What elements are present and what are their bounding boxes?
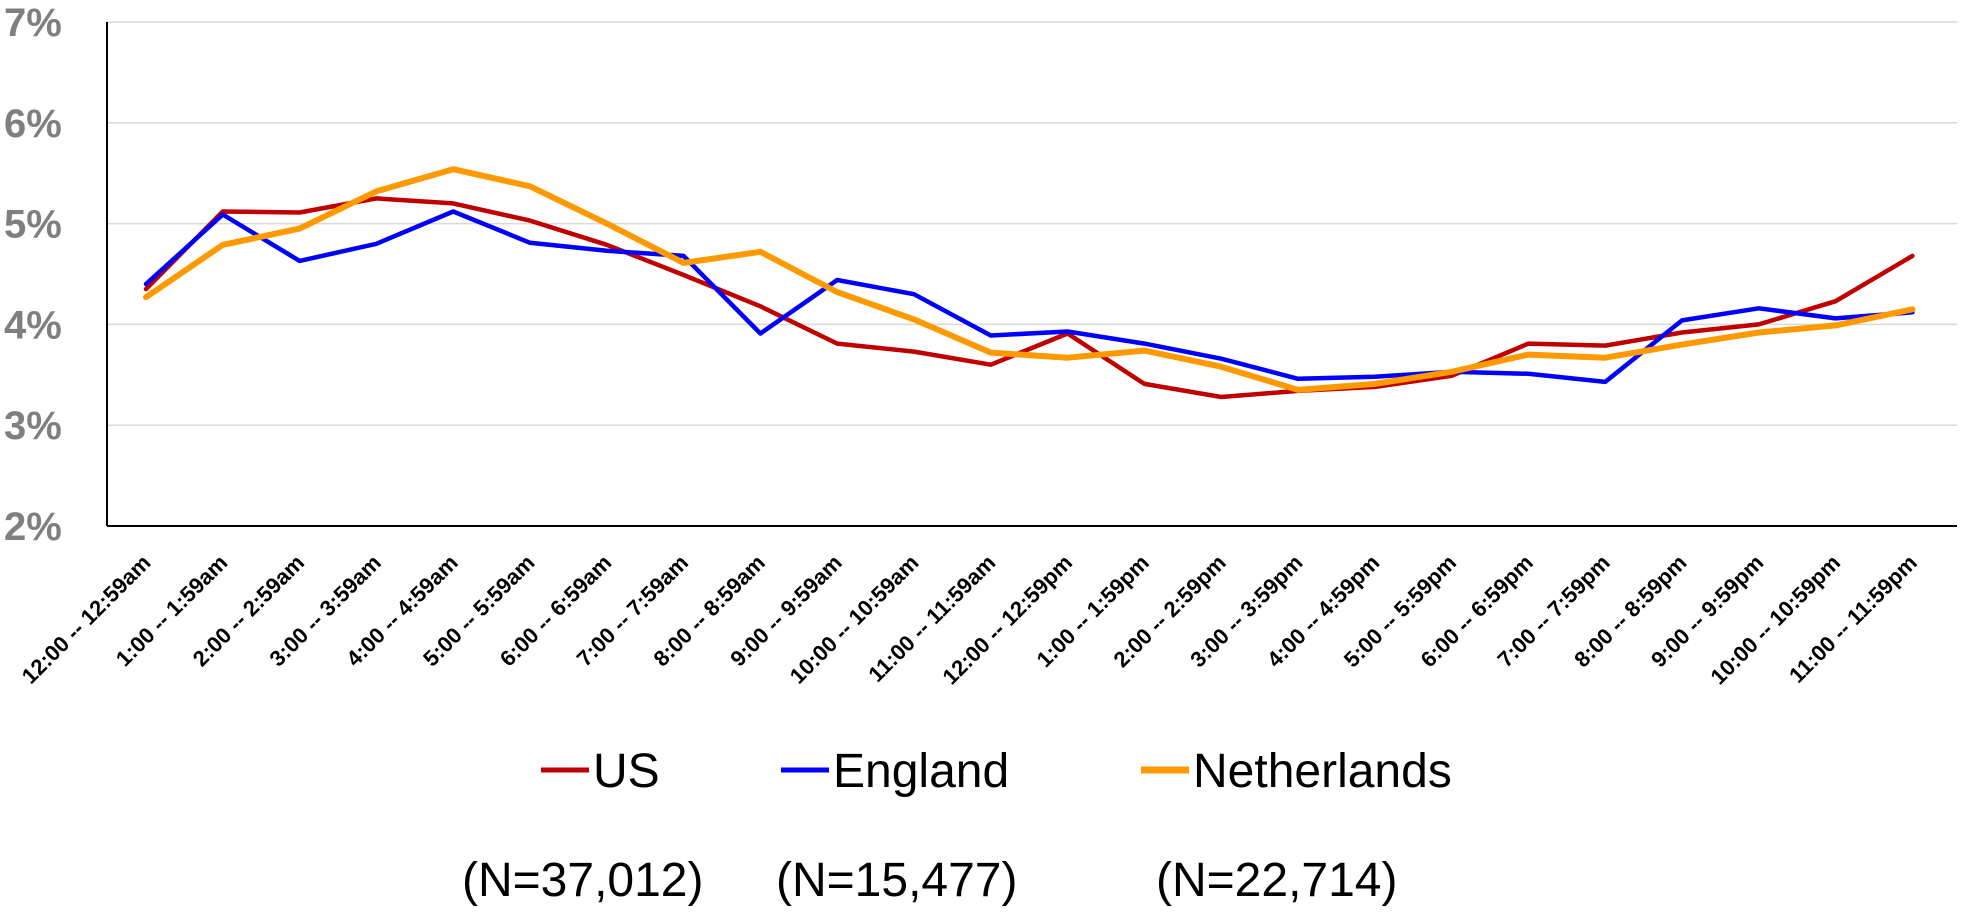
x-tick-label: 11:00 -- 11:59am — [863, 550, 1000, 687]
y-tick-label: 7% — [4, 1, 62, 45]
x-tick-label: 10:00 -- 10:59pm — [1706, 550, 1846, 690]
legend-label-england: England — [833, 745, 1009, 798]
y-tick-label: 2% — [4, 505, 62, 549]
x-tick-label: 10:00 -- 10:59am — [785, 550, 924, 689]
x-axis-ticks: 12:00 -- 12:59am1:00 -- 1:59am2:00 -- 2:… — [17, 550, 1922, 690]
y-tick-label: 3% — [4, 404, 62, 448]
x-tick-label: 11:00 -- 11:59pm — [1784, 550, 1922, 688]
y-tick-label: 6% — [4, 102, 62, 146]
y-tick-label: 4% — [4, 303, 62, 347]
legend: US England Netherlands — [541, 745, 1452, 798]
legend-label-us: US — [593, 745, 660, 798]
sample-count-netherlands: (N=22,714) — [1156, 854, 1397, 907]
x-tick-label: 12:00 -- 12:59pm — [938, 550, 1078, 690]
y-axis-ticks: 2% 3% 4% 5% 6% 7% — [4, 1, 62, 549]
series-lines — [146, 169, 1912, 397]
gridlines — [107, 22, 1957, 425]
sample-count-us: (N=37,012) — [462, 854, 703, 907]
x-tick-label: 12:00 -- 12:59am — [17, 550, 156, 689]
sample-counts: (N=37,012) (N=15,477) (N=22,714) — [462, 854, 1397, 907]
sample-count-england: (N=15,477) — [776, 854, 1017, 907]
y-tick-label: 5% — [4, 203, 62, 247]
legend-label-netherlands: Netherlands — [1193, 745, 1452, 798]
